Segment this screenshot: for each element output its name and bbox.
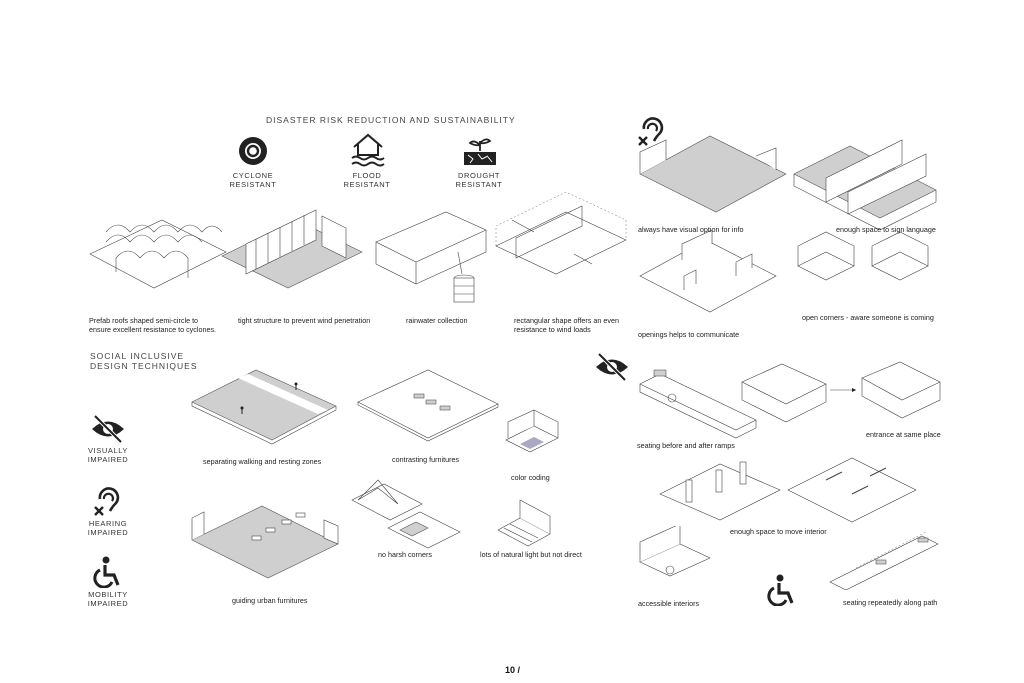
visually-impaired-label: VISUALLY IMPAIRED (87, 446, 129, 464)
mobility-impaired-icon-right (767, 574, 794, 606)
social-diagrams (191, 369, 559, 579)
hearing-impaired-icon (94, 487, 120, 516)
visually-impaired-icon-right (596, 352, 628, 382)
caption-seating-path: seating repeatedly along path (843, 598, 938, 607)
openings-diagram (639, 229, 777, 313)
caption-rect: rectangular shape offers an even resistan… (514, 316, 619, 334)
caption-openings: openings helps to communicate (638, 330, 740, 339)
caption-roofs: Prefab roofs shaped semi-circle to ensure… (89, 316, 217, 334)
seating-ramps-diagram (639, 369, 757, 439)
caption-separating: separating walking and resting zones (203, 457, 322, 466)
contrasting-furnitures-diagram (357, 369, 499, 442)
natural-light-diagram (497, 499, 551, 547)
accessible-interiors-diagram (639, 526, 711, 577)
color-coding-diagram (505, 409, 559, 453)
social-section-title: SOCIAL INCLUSIVE DESIGN TECHNIQUES (90, 351, 198, 371)
caption-tight: tight structure to prevent wind penetrat… (238, 316, 371, 325)
caption-rain: rainwater collection (406, 316, 468, 325)
disaster-section-title: DISASTER RISK REDUCTION AND SUSTAINABILI… (266, 115, 516, 125)
caption-color: color coding (511, 473, 550, 482)
caption-visual-info: always have visual option for info (638, 225, 744, 234)
no-harsh-corners-diagram (351, 479, 461, 549)
mobility-impaired-label: MOBILITY IMPAIRED (87, 590, 129, 608)
move-interior-left-diagram (659, 461, 781, 521)
caption-entrance: entrance at same place (866, 430, 941, 439)
sign-language-space-diagram (793, 139, 937, 231)
flood-label: FLOOD RESISTANT (343, 171, 391, 189)
hearing-diagrams (639, 135, 937, 313)
open-corners-diagram (797, 231, 929, 281)
cyclone-icon (239, 137, 267, 165)
semicircle-roofs-diagram (89, 219, 227, 289)
hearing-impaired-label: HEARING IMPAIRED (87, 519, 129, 537)
tight-structure-diagram (221, 209, 363, 289)
caption-guiding: guiding urban furnitures (232, 596, 308, 605)
caption-light: lots of natural light but not direct (480, 550, 582, 559)
ramp-entrance-diagrams (639, 361, 941, 439)
disaster-diagrams (89, 192, 627, 303)
cyclone-label: CYCLONE RESISTANT (229, 171, 277, 189)
caption-accessible: accessible interiors (638, 599, 700, 608)
page-number: 10 / (505, 665, 521, 675)
entrance-same-place-diagram (741, 361, 941, 423)
caption-harsh: no harsh corners (378, 550, 432, 559)
separating-zones-diagram (191, 369, 337, 445)
drought-label: DROUGHT RESISTANT (455, 171, 503, 189)
guiding-furnitures-diagram (191, 505, 339, 579)
interior-space-diagrams (659, 457, 917, 523)
caption-contrasting: contrasting furnitures (392, 455, 460, 464)
mobility-impaired-icon (93, 556, 120, 588)
drought-icon (464, 138, 496, 165)
rectangular-shape-diagram (495, 192, 627, 275)
visual-info-diagram (639, 135, 787, 213)
caption-sign-space: enough space to sign language (836, 225, 936, 234)
flood-icon (351, 133, 385, 167)
caption-open-corners: open corners - aware someone is coming (802, 313, 934, 322)
caption-seating-ramps: seating before and after ramps (637, 441, 735, 450)
hearing-impaired-icon-right (638, 117, 664, 146)
seating-path-diagram (829, 531, 939, 590)
rainwater-collection-diagram (375, 211, 487, 303)
move-interior-right-diagram (787, 457, 917, 523)
visually-impaired-icon (92, 414, 124, 444)
caption-move-interior: enough space to move interior (730, 527, 827, 536)
